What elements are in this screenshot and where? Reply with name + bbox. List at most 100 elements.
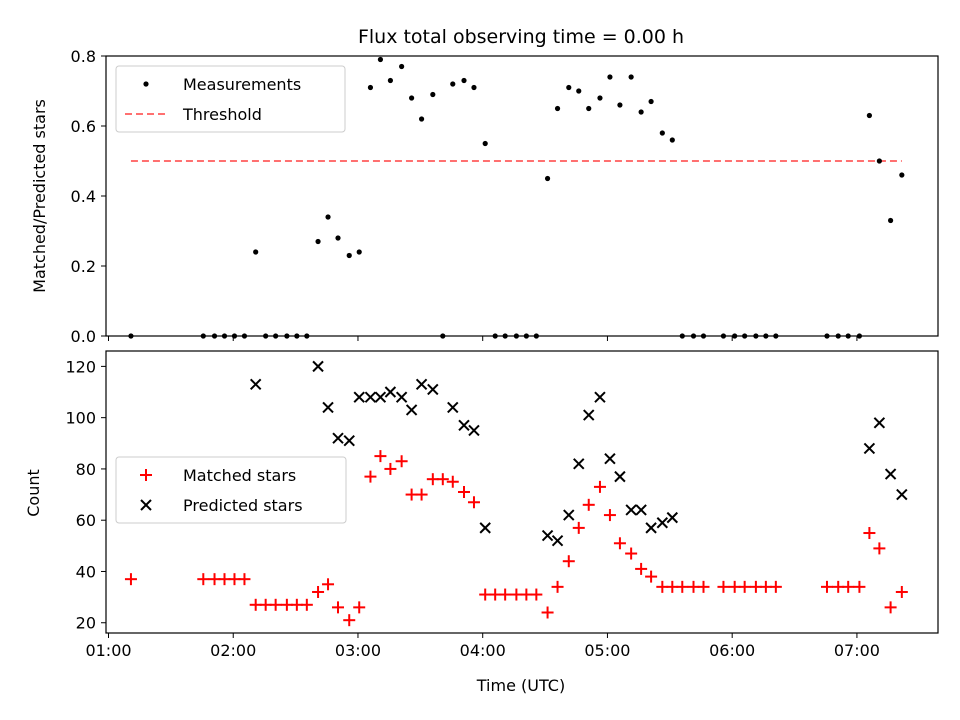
matched-star-point [842, 580, 855, 593]
predicted-star-point [604, 452, 616, 465]
predicted-star-point [666, 511, 679, 524]
matched-star-point [873, 542, 886, 555]
top-x-ticks [107, 336, 858, 341]
measurement-point [824, 333, 830, 339]
predicted-star-point [541, 529, 554, 542]
matched-star-point [613, 537, 626, 550]
measurement-point [263, 333, 269, 339]
top-y-tick-label: 0.8 [71, 47, 96, 66]
matched-star-point [124, 573, 137, 586]
measurement-point [732, 333, 738, 339]
measurement-point [409, 95, 415, 101]
predicted-star-point [645, 522, 657, 534]
measurement-point [200, 333, 206, 339]
measurement-point [273, 333, 279, 339]
matched-star-point [322, 578, 335, 591]
predicted-star-point [249, 378, 262, 391]
x-tick-label: 07:00 [834, 641, 880, 660]
measurement-point [835, 333, 841, 339]
measurement-point [617, 102, 623, 108]
bottom-legend-box [115, 456, 347, 524]
x-tick-label: 01:00 [85, 641, 131, 660]
matched-star-point [364, 470, 377, 483]
matched-star-point [530, 588, 543, 601]
measurement-point [356, 249, 362, 255]
chart-title: Flux total observing time = 0.00 h [358, 26, 684, 48]
top-y-tick-label: 0.2 [71, 257, 96, 276]
measurement-point [523, 333, 529, 339]
bottom-y-ticks: 20 40 60 80 100 120 [65, 357, 106, 633]
measurement-point [325, 214, 331, 220]
predicted-star-point [447, 401, 459, 414]
legend-predicted-marker [140, 499, 152, 511]
matched-star-point [467, 496, 480, 509]
measurement-point [418, 116, 425, 122]
matched-star-point [395, 455, 408, 468]
matched-star-point [312, 585, 325, 598]
measurement-point [502, 333, 508, 339]
top-legend-box [115, 65, 346, 133]
matched-star-point [436, 473, 449, 486]
measurement-point [638, 109, 644, 115]
matched-star-point [499, 588, 512, 601]
measurement-point [700, 333, 707, 339]
predicted-star-point [583, 409, 595, 421]
matched-star-point [343, 614, 356, 627]
measurement-point [440, 333, 446, 339]
measurement-point [720, 333, 727, 339]
measurement-point [221, 333, 228, 339]
measurement-point [763, 333, 769, 339]
matched-star-point [717, 580, 730, 593]
measurement-point [304, 333, 310, 339]
matched-star-point [603, 509, 616, 522]
measurement-point [241, 333, 248, 339]
x-tick-label: 04:00 [460, 641, 506, 660]
measurement-point [887, 217, 894, 224]
top-legend: Measurements Threshold [115, 65, 346, 133]
legend-measurements-marker [143, 81, 149, 87]
matched-star-point [593, 480, 606, 493]
matched-star-point [676, 580, 689, 593]
matched-star-point [562, 555, 575, 568]
measurement-point [211, 333, 218, 339]
measurement-point [742, 333, 748, 339]
predicted-star-point [573, 458, 585, 470]
predicted-star-point [896, 488, 908, 501]
bottom-y-tick-label: 20 [76, 614, 96, 633]
top-panel: 0.00.20.40.60.8 Matched/Predicted stars … [30, 47, 939, 346]
measurement-point [876, 158, 882, 164]
matched-star-point [863, 527, 876, 540]
predicted-star-point [873, 417, 886, 429]
measurement-point [335, 235, 341, 241]
bottom-y-axis-label: Count [24, 469, 43, 517]
top-y-axis-label: Matched/Predicted stars [30, 99, 49, 293]
measurement-point [753, 333, 759, 339]
predicted-star-point [594, 391, 606, 403]
measurement-point [679, 333, 685, 339]
measurement-point [607, 74, 613, 80]
measurement-point [899, 172, 905, 178]
measurement-point [231, 333, 238, 339]
predicted-star-point [458, 419, 470, 432]
matched-star-point [238, 573, 251, 586]
measurement-point [253, 249, 259, 255]
measurement-point [399, 63, 405, 70]
legend-threshold-label: Threshold [182, 105, 262, 124]
measurement-point [294, 333, 300, 339]
top-y-tick-label: 0.6 [71, 117, 96, 136]
measurement-point [669, 137, 675, 143]
predicted-star-point [614, 470, 626, 483]
matched-star-point [645, 570, 658, 583]
matched-star-point [738, 580, 751, 593]
predicted-star-point [332, 432, 344, 444]
predicted-star-point [656, 517, 669, 529]
measurement-point [367, 84, 374, 91]
bottom-y-tick-label: 60 [76, 511, 96, 530]
matched-star-point [697, 580, 710, 593]
predicted-star-point [322, 401, 334, 414]
predicted-star-point [863, 442, 876, 455]
top-y-tick-label: 0.0 [71, 327, 96, 346]
x-axis-label: Time (UTC) [476, 676, 565, 695]
bottom-legend: Matched stars Predicted stars [115, 456, 347, 524]
legend-predicted-label: Predicted stars [183, 496, 303, 515]
